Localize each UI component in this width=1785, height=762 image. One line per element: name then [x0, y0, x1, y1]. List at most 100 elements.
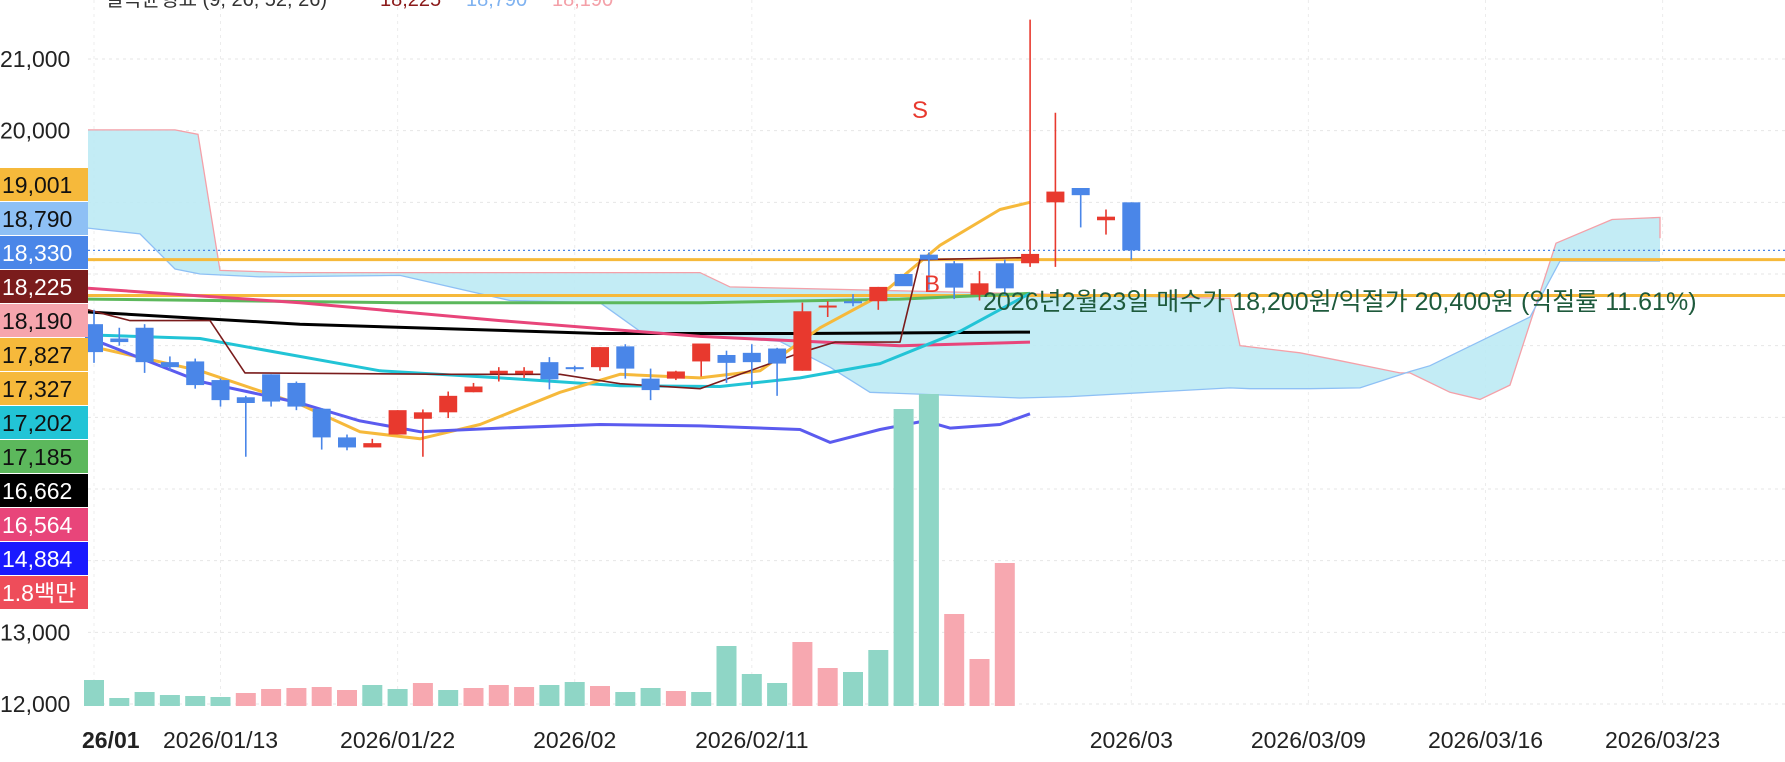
candle-body [1071, 188, 1090, 196]
candle-body [135, 327, 154, 363]
candle-body [236, 397, 255, 403]
candle-body [591, 347, 609, 368]
x-tick-label: 2026/01/13 [163, 727, 278, 753]
price-tag-label: 1.8백만 [2, 580, 76, 606]
volume-bar [615, 692, 636, 706]
price-tag-label: 18,790 [2, 206, 72, 232]
candle-body [110, 338, 129, 343]
x-tick-label: 2026/03/16 [1428, 727, 1543, 753]
candle-body [160, 362, 179, 368]
price-tag [0, 304, 88, 337]
price-tag [0, 440, 88, 473]
price-tag [0, 372, 88, 405]
volume-bar [716, 646, 737, 706]
candle-body [262, 374, 281, 402]
candle-body [1122, 202, 1141, 251]
candle-body [641, 378, 660, 391]
candle-body [211, 380, 230, 401]
trade-annotation: 2026년2월23일 매수가 18,200원/익절가 20,400원 (익절률 … [983, 288, 1697, 316]
price-tag [0, 202, 88, 235]
ichimoku-cloud [87, 129, 1661, 401]
candle-body [768, 348, 787, 364]
volume-bar [311, 687, 332, 706]
volume-bar [590, 686, 610, 706]
price-tag-label: 17,185 [2, 444, 72, 470]
volume-bar [261, 689, 282, 706]
candle-body [793, 311, 812, 371]
price-tag [0, 576, 88, 609]
volume-bar [539, 685, 560, 706]
volume-bar [918, 394, 939, 706]
candle-body [1046, 191, 1065, 203]
volume-bar [159, 695, 180, 706]
candle-body [844, 301, 862, 304]
candle-body [338, 437, 356, 448]
price-tag [0, 406, 88, 439]
candle-body [616, 346, 635, 369]
x-axis: 26/01 2026/01/13 2026/01/22 2026/02 2026/02/… [82, 727, 1720, 753]
x-tick-label: 2026/03 [1090, 727, 1173, 753]
price-tag [0, 338, 88, 371]
price-tag [0, 542, 88, 575]
price-tag-label: 18,190 [2, 308, 72, 334]
price-tag-label: 14,884 [2, 546, 73, 572]
candle-body [186, 361, 205, 386]
price-tag-label: 19,001 [2, 172, 72, 198]
candle-body [540, 362, 559, 380]
volume-bar [286, 688, 307, 706]
candle-body [565, 367, 584, 370]
chart-legend-value-3: 18,190 [552, 0, 613, 11]
volume-bar [109, 698, 130, 706]
candle-body [413, 412, 432, 419]
chart-legend-title: 일목균형표 (9, 26, 52, 26) [105, 0, 327, 11]
line-pink [87, 286, 1031, 348]
trade-markers: SB [912, 97, 940, 298]
y-axis: 21,000 20,000 13,000 12,000 [0, 46, 70, 717]
volume-bar [210, 697, 231, 706]
candle-body [742, 352, 761, 363]
x-tick-label: 2026/02 [533, 727, 616, 753]
candle-body [388, 410, 407, 435]
chart-legend-value-2: 18,790 [466, 0, 527, 11]
volume-bar [84, 680, 104, 706]
candle-body [1097, 216, 1115, 221]
x-tick-label: 26/01 [82, 727, 140, 753]
senkou-span-a [88, 129, 1661, 401]
price-tag-label: 17,327 [2, 376, 72, 402]
candles [85, 19, 1141, 457]
y-tick-label: 12,000 [0, 691, 70, 717]
candle-body [995, 263, 1014, 289]
sell-marker: S [912, 97, 928, 124]
candle-body [363, 443, 382, 448]
volume-bar [994, 563, 1015, 706]
price-tag-label: 18,225 [2, 274, 72, 300]
candle-body [85, 324, 103, 353]
x-tick-label: 2026/02/11 [695, 727, 808, 753]
candle-body [666, 371, 685, 379]
volume-bar [843, 672, 863, 706]
volume-bar [337, 690, 357, 706]
volume-bar [185, 696, 206, 706]
volume-bar [868, 650, 889, 706]
price-tag [0, 508, 88, 541]
price-tags: 19,001 18,790 18,330 18,225 18,190 17,827 17,3… [0, 168, 88, 609]
x-tick-label: 2026/03/23 [1605, 727, 1720, 753]
price-tag [0, 236, 88, 269]
candle-body [894, 274, 913, 287]
line-darkred [87, 256, 1031, 390]
y-tick-label: 20,000 [0, 118, 70, 144]
volume-bar [488, 685, 509, 706]
volume-bar [134, 692, 155, 706]
volume-bar [235, 693, 256, 706]
volume-bar [741, 674, 762, 706]
volume-bar [969, 659, 990, 706]
candle-body [1021, 253, 1040, 264]
chart-legend-value-1: 18,225 [380, 0, 441, 11]
price-tag [0, 474, 88, 507]
y-tick-label: 13,000 [0, 619, 70, 645]
candle-body [919, 254, 938, 260]
volume-bar [514, 687, 535, 706]
price-tag-label: 16,564 [2, 512, 73, 538]
cloud-area [88, 129, 1660, 400]
candle-body [717, 354, 736, 363]
